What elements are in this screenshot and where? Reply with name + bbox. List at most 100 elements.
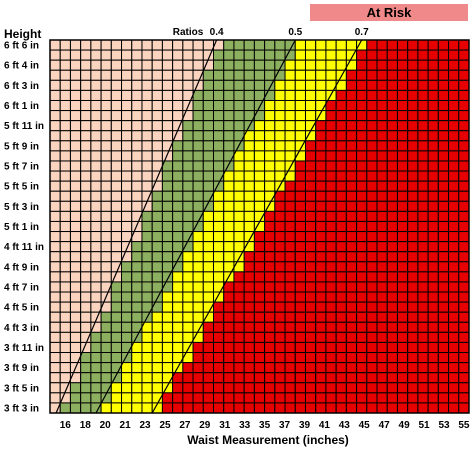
grid-cell — [233, 39, 245, 51]
grid-cell — [376, 120, 388, 132]
grid-cell — [161, 341, 174, 354]
grid-cell — [396, 231, 409, 243]
grid-cell — [90, 251, 102, 263]
grid-cell — [417, 241, 429, 253]
grid-cell — [356, 281, 368, 293]
grid-cell — [141, 59, 153, 71]
grid-cell — [151, 210, 163, 222]
grid-cell — [161, 39, 174, 51]
ratio-labels: 0.4 0.5 0.7 — [210, 27, 369, 38]
grid-cell — [417, 392, 429, 404]
grid-cell — [376, 160, 388, 172]
grid-cell — [366, 362, 378, 374]
grid-cell — [161, 49, 174, 61]
grid-cell — [172, 160, 184, 172]
grid-cell — [161, 150, 174, 162]
grid-cell — [315, 120, 327, 132]
grid-cell — [110, 110, 123, 122]
grid-cell — [376, 291, 388, 303]
grid-cell — [80, 150, 92, 162]
x-tick-label: 51 — [418, 420, 430, 431]
grid-cell — [356, 392, 368, 404]
grid-cell — [274, 89, 286, 101]
grid-cell — [437, 190, 450, 202]
grid-cell — [110, 210, 123, 222]
grid-cell — [90, 39, 102, 51]
y-axis-ticks: 6 ft 6 in 6 ft 4 in 6 ft 3 in 6 ft 1 in 5 ft… — [4, 41, 44, 415]
grid-cell — [182, 180, 194, 192]
grid-cell — [121, 392, 133, 404]
grid-cell — [294, 271, 306, 283]
grid-cell — [366, 281, 378, 293]
grid-cell — [274, 39, 286, 51]
grid-cell — [182, 301, 194, 313]
grid-cell — [151, 301, 163, 313]
grid-cell — [417, 110, 429, 122]
grid-cell — [335, 291, 347, 303]
grid-cell — [437, 120, 450, 132]
grid-cell — [304, 301, 317, 313]
grid-cell — [356, 301, 368, 313]
grid-cell — [90, 130, 102, 142]
grid-cell — [69, 392, 82, 404]
grid-cell — [69, 311, 82, 323]
grid-cell — [243, 200, 255, 212]
grid-cell — [417, 372, 429, 384]
grid-cell — [151, 120, 163, 132]
grid-cell — [366, 352, 378, 364]
grid-cell — [172, 291, 184, 303]
grid-border — [49, 39, 470, 414]
grid-cell — [325, 39, 337, 51]
grid-cell — [90, 180, 102, 192]
grid-cell — [172, 39, 184, 51]
grid-cell — [386, 341, 398, 354]
grid-cell — [325, 331, 337, 343]
grid-cell — [213, 382, 225, 394]
grid-cell — [69, 160, 82, 172]
grid-cell — [253, 120, 266, 132]
grid-cell — [427, 210, 439, 222]
grid-cell — [407, 261, 419, 273]
grid-cell — [233, 372, 245, 384]
grid-cell — [131, 251, 143, 263]
grid-cell — [213, 110, 225, 122]
ratio-line-0.5 — [95, 39, 296, 414]
grid-cell — [233, 392, 245, 404]
grid-cell — [304, 392, 317, 404]
grid-cell — [366, 39, 378, 51]
grid-cell — [182, 170, 194, 182]
grid-cell — [407, 110, 419, 122]
grid-cell — [49, 49, 61, 61]
grid-cell — [366, 402, 378, 414]
grid-cell — [294, 372, 306, 384]
grid-cell — [407, 372, 419, 384]
grid-cell — [356, 210, 368, 222]
grid-cell — [274, 140, 286, 152]
grid-cell — [151, 69, 163, 81]
grid-cell — [141, 49, 153, 61]
grid-cell — [192, 39, 204, 51]
grid-cell — [407, 59, 419, 71]
grid-cell — [172, 210, 184, 222]
grid-cell — [335, 190, 347, 202]
grid-cell — [121, 311, 133, 323]
grid-cell — [335, 352, 347, 364]
grid-cell — [407, 69, 419, 81]
grid-cell — [202, 220, 215, 233]
grid-cell — [90, 49, 102, 61]
grid-cell — [182, 120, 194, 132]
grid-cell — [376, 321, 388, 333]
grid-cell — [121, 69, 133, 81]
grid-cell — [172, 220, 184, 233]
x-tick-label: 55 — [458, 420, 470, 431]
grid-cell — [386, 251, 398, 263]
grid-cell — [376, 170, 388, 182]
grid-cell — [131, 160, 143, 172]
grid-cell — [80, 49, 92, 61]
grid-cell — [284, 231, 296, 243]
grid-cell — [325, 261, 337, 273]
grid-cell — [274, 261, 286, 273]
grid-cell — [325, 251, 337, 263]
grid-cell — [243, 89, 255, 101]
grid-cell — [192, 170, 204, 182]
